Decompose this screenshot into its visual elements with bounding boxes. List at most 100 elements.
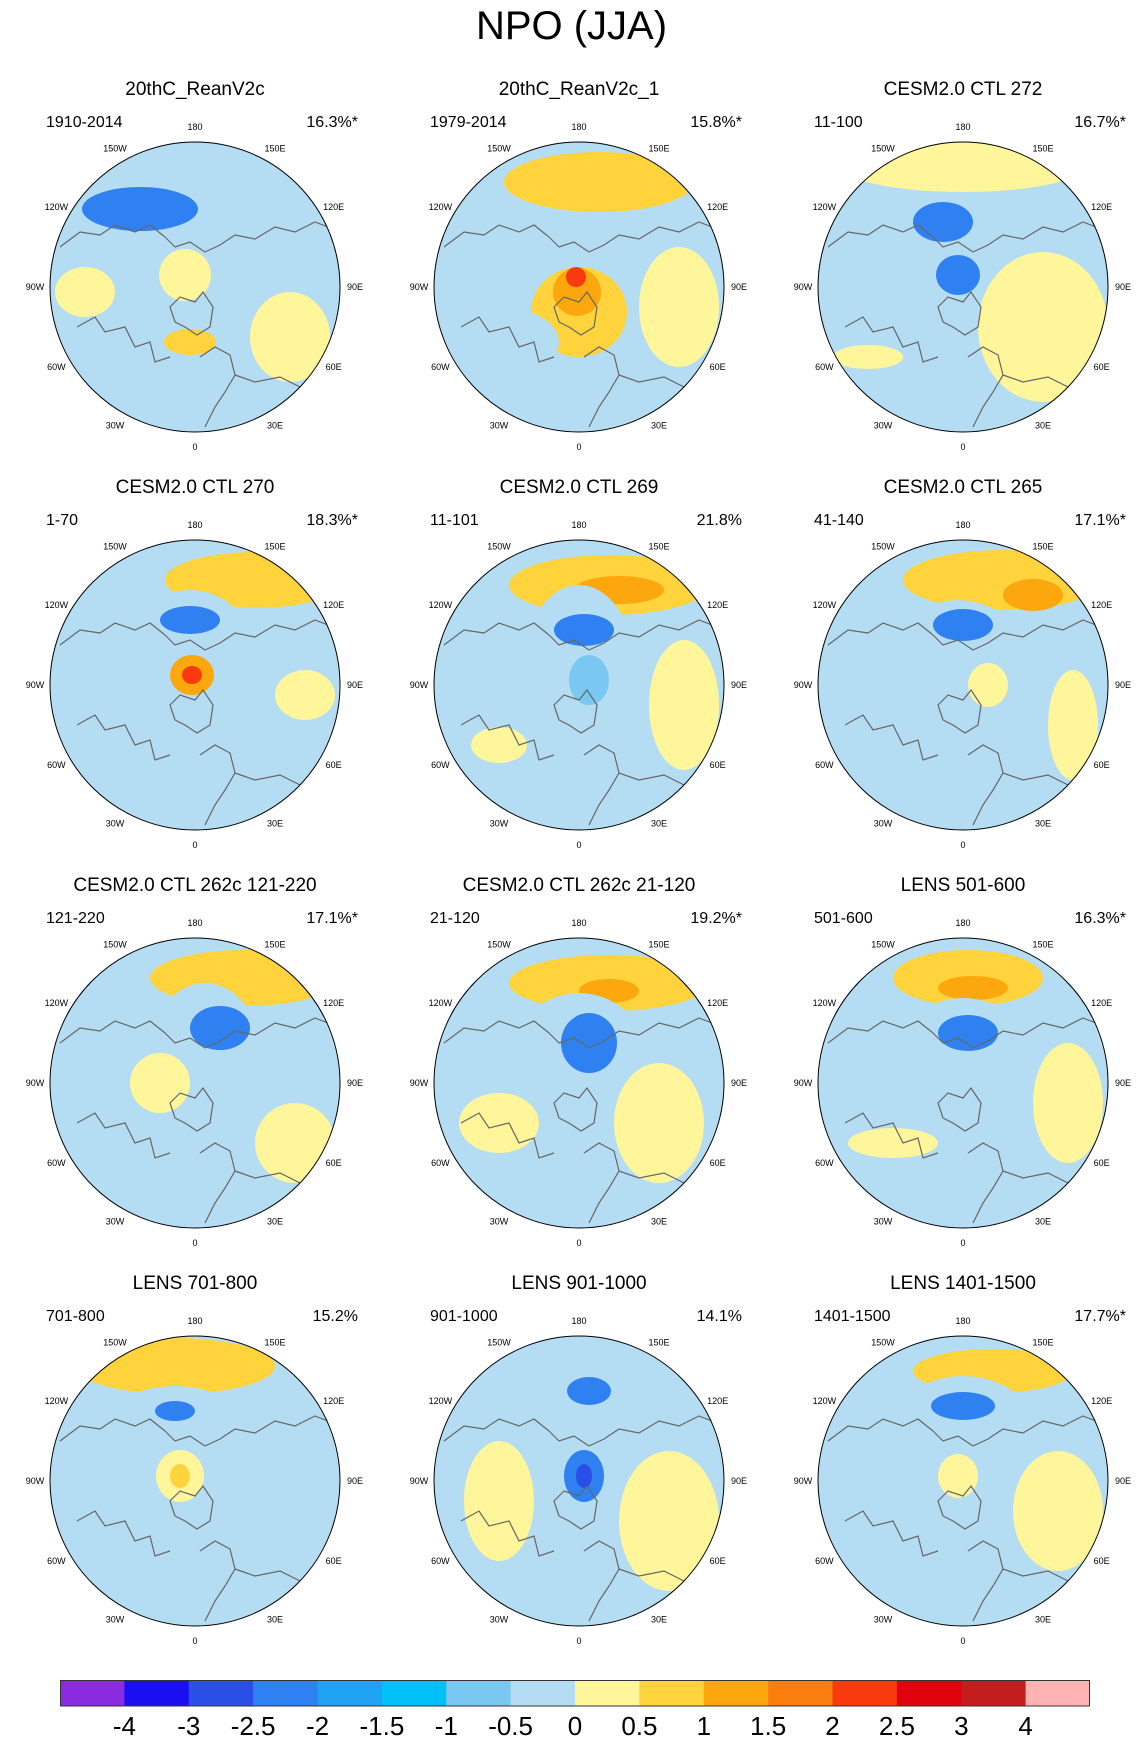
anomaly-contour xyxy=(1013,1451,1103,1571)
longitude-label: 90W xyxy=(26,1078,45,1088)
longitude-label: 120E xyxy=(323,1396,344,1406)
longitude-label: 0 xyxy=(960,840,965,850)
colorbar-label: -1 xyxy=(435,1711,458,1738)
longitude-label: 0 xyxy=(192,840,197,850)
longitude-label: 90E xyxy=(1115,1476,1131,1486)
polar-map: 180 150E 120E 90E 60E 30E 0 30W 60W 90W 120W 150W xyxy=(410,122,747,452)
coastline xyxy=(548,221,718,253)
longitude-label: 0 xyxy=(960,442,965,452)
map-border xyxy=(817,937,1109,1229)
longitude-label: 90E xyxy=(731,1078,747,1088)
longitude-label: 150W xyxy=(871,143,895,153)
coastline xyxy=(932,221,1102,253)
longitude-label: 180 xyxy=(571,918,586,928)
panel-title: CESM2.0 CTL 270 xyxy=(115,477,275,498)
longitude-label: 60W xyxy=(431,1556,450,1566)
panel-years: 1979-2014 xyxy=(430,114,507,131)
anomaly-contour xyxy=(649,640,719,770)
longitude-label: 30E xyxy=(651,1217,667,1227)
panel-title: 20thC_ReanV2c_1 xyxy=(498,79,660,100)
longitude-label: 90E xyxy=(1115,1078,1131,1088)
longitude-label: 30E xyxy=(651,1615,667,1625)
longitude-label: 60W xyxy=(47,1556,66,1566)
longitude-label: 120W xyxy=(429,998,453,1008)
longitude-label: 150W xyxy=(487,541,511,551)
coastline xyxy=(443,224,550,248)
longitude-label: 60E xyxy=(710,362,726,372)
longitude-label: 120E xyxy=(1091,998,1112,1008)
colorbar-label: 1.5 xyxy=(750,1711,786,1738)
colorbar-label: 4 xyxy=(1018,1711,1032,1738)
longitude-label: 150E xyxy=(264,541,285,551)
colorbar-swatch xyxy=(446,1680,511,1706)
anomaly-field xyxy=(439,152,720,428)
longitude-label: 180 xyxy=(571,1316,586,1326)
coastlines xyxy=(443,619,720,826)
anomaly-contour xyxy=(567,1377,611,1405)
longitude-label: 90W xyxy=(26,1476,45,1486)
longitude-label: 90E xyxy=(731,282,747,292)
panel-title: LENS 501-600 xyxy=(900,875,1026,896)
panel-title: LENS 901-1000 xyxy=(511,1273,647,1294)
coastline xyxy=(460,316,555,363)
longitude-label: 30W xyxy=(874,1615,893,1625)
longitude-label: 120W xyxy=(813,998,837,1008)
longitude-label: 60W xyxy=(815,1556,834,1566)
longitude-label: 30E xyxy=(267,1615,283,1625)
coastline xyxy=(844,714,939,761)
anomaly-contour xyxy=(55,267,115,317)
polar-map: 180 150E 120E 90E 60E 30E 0 30W 60W 90W 120W 150W xyxy=(794,918,1131,1248)
longitude-label: 60W xyxy=(815,362,834,372)
coastline xyxy=(169,688,214,734)
coastline xyxy=(59,622,166,646)
longitude-label: 180 xyxy=(955,122,970,132)
polar-map: 180 150E 120E 90E 60E 30E 0 30W 60W 90W 120W 150W xyxy=(410,520,747,850)
longitude-label: 180 xyxy=(187,918,202,928)
coastline xyxy=(827,1020,934,1044)
anomaly-contour xyxy=(893,998,1033,1128)
panel-variance-percent: 16.3%* xyxy=(306,114,358,131)
panel-years: 1-70 xyxy=(46,512,79,529)
polar-map: 180 150E 120E 90E 60E 30E 0 30W 60W 90W 120W 150W xyxy=(410,918,747,1248)
longitude-label: 90W xyxy=(410,1476,429,1486)
longitude-label: 150W xyxy=(103,143,127,153)
longitude-label: 180 xyxy=(187,520,202,530)
longitude-label: 180 xyxy=(955,918,970,928)
longitude-label: 0 xyxy=(960,1636,965,1646)
longitude-label: 150E xyxy=(1032,143,1053,153)
coastline xyxy=(443,1020,550,1044)
colorbar-swatch xyxy=(60,1680,125,1706)
longitude-label: 90W xyxy=(794,680,813,690)
polar-map: 180 150E 120E 90E 60E 30E 0 30W 60W 90W 120W 150W xyxy=(794,122,1131,452)
longitude-label: 30E xyxy=(1035,819,1051,829)
longitude-label: 150W xyxy=(103,541,127,551)
panel-years: 11-100 xyxy=(814,114,863,131)
longitude-label: 60E xyxy=(710,1556,726,1566)
map-panel: 180 150E 120E 90E 60E 30E 0 30W 60W 90W 120W 150W CE… xyxy=(778,476,1143,874)
longitude-label: 150E xyxy=(264,143,285,153)
longitude-label: 60E xyxy=(1094,760,1110,770)
longitude-label: 120E xyxy=(1091,202,1112,212)
coastline xyxy=(169,1086,214,1132)
longitude-label: 60E xyxy=(1094,1158,1110,1168)
coastline xyxy=(443,622,550,646)
map-border xyxy=(49,1335,341,1627)
map-panel: 180 150E 120E 90E 60E 30E 0 30W 60W 90W 120W 150W LE… xyxy=(394,1272,764,1670)
colorbar-label: 0.5 xyxy=(621,1711,657,1738)
coastline xyxy=(443,1418,550,1442)
colorbar-swatch xyxy=(381,1680,447,1706)
coastline xyxy=(59,1418,166,1442)
panel-variance-percent: 15.2% xyxy=(312,1308,358,1325)
longitude-label: 60W xyxy=(47,760,66,770)
panel-variance-percent: 16.7%* xyxy=(1074,114,1126,131)
colorbar-swatch xyxy=(832,1680,898,1706)
polar-map: 180 150E 120E 90E 60E 30E 0 30W 60W 90W 120W 150W xyxy=(26,1316,363,1646)
coastline xyxy=(844,1112,939,1159)
longitude-label: 120W xyxy=(813,1396,837,1406)
anomaly-contour xyxy=(439,307,559,377)
anomaly-contour xyxy=(938,1454,978,1498)
longitude-label: 30W xyxy=(874,819,893,829)
coastline xyxy=(844,1510,939,1557)
panel-variance-percent: 15.8%* xyxy=(690,114,742,131)
polar-map: 180 150E 120E 90E 60E 30E 0 30W 60W 90W 120W 150W xyxy=(410,1316,747,1646)
